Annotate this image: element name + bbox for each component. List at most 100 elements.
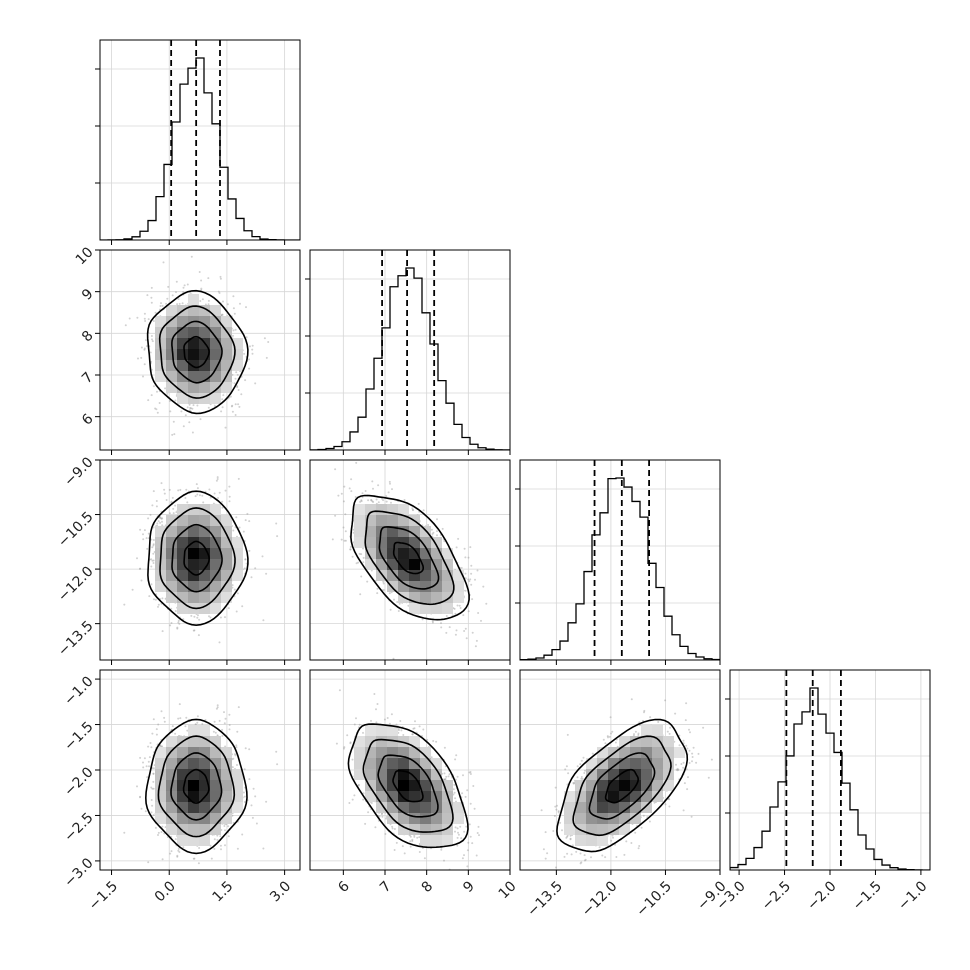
sample-point (250, 576, 253, 579)
sample-point (136, 557, 138, 560)
density-cell (398, 515, 409, 526)
histogram-step (520, 477, 720, 660)
sample-point (207, 406, 210, 409)
sample-point (176, 626, 179, 629)
sample-point (470, 572, 473, 575)
density-cell (188, 360, 199, 371)
sample-point (185, 488, 188, 491)
contour-line (171, 320, 223, 384)
density-cell (387, 537, 398, 548)
sample-point (233, 588, 236, 591)
sample-point (200, 289, 203, 292)
sample-point (193, 629, 196, 632)
sample-point (160, 517, 163, 520)
sample-point (153, 598, 155, 601)
sample-point (421, 618, 424, 621)
sample-point (193, 615, 196, 618)
sample-point (188, 409, 191, 412)
density-cell (409, 537, 420, 548)
sample-point (191, 407, 194, 410)
sample-point (229, 395, 232, 398)
panel-frame (99, 249, 301, 451)
sample-point (218, 491, 221, 494)
sample-point (173, 433, 176, 436)
sample-point (154, 407, 157, 410)
sample-point (237, 477, 240, 480)
sample-point (159, 745, 162, 748)
density-cell (199, 581, 210, 592)
density-cell (177, 581, 188, 592)
density-cell (442, 559, 453, 570)
sample-point (159, 305, 162, 307)
sample-point (142, 538, 145, 541)
density-cell (177, 515, 188, 526)
sample-point (464, 577, 467, 580)
sample-point (177, 621, 180, 624)
sample-point (445, 615, 448, 617)
sample-point (228, 485, 231, 488)
sample-point (161, 597, 164, 600)
sample-point (417, 502, 420, 505)
sample-point (231, 584, 234, 587)
y-tick-label: −13.5 (55, 618, 97, 660)
sample-point (216, 706, 219, 709)
sample-point (343, 485, 346, 488)
sample-point (440, 622, 442, 625)
sample-point (430, 528, 433, 531)
sample-point (148, 595, 151, 598)
sample-point (469, 546, 472, 549)
sample-point (436, 518, 438, 521)
sample-point (143, 317, 146, 320)
sample-point (157, 603, 160, 606)
sample-point (360, 553, 363, 556)
sample-point (221, 406, 224, 409)
density-cell (177, 327, 188, 338)
sample-point (382, 499, 385, 502)
sample-point (196, 487, 199, 490)
sample-point (441, 527, 444, 530)
sample-point (186, 501, 189, 504)
sample-point (344, 530, 347, 533)
sample-point (436, 534, 438, 537)
sample-point (170, 500, 173, 503)
density-cell (199, 349, 210, 360)
sample-point (471, 631, 474, 634)
sample-point (375, 498, 378, 501)
sample-point (154, 598, 157, 601)
sample-point (217, 497, 219, 499)
density-cell (166, 581, 177, 592)
sample-point (360, 575, 363, 578)
density-cell (431, 537, 442, 548)
sample-point (237, 403, 240, 406)
sample-point (177, 489, 180, 492)
density-cell (365, 526, 376, 537)
sample-point (344, 513, 347, 516)
density-cell (177, 592, 188, 603)
sample-point (222, 300, 224, 303)
density-cell (177, 316, 188, 327)
sample-point (166, 297, 169, 300)
sample-point (240, 393, 243, 396)
density-cell (177, 559, 188, 570)
sample-point (143, 347, 146, 350)
sample-point (470, 564, 473, 567)
sample-point (465, 637, 468, 640)
sample-point (235, 610, 238, 613)
sample-point (174, 838, 177, 841)
density-cell (232, 559, 243, 570)
sample-point (377, 501, 380, 504)
density-cell (398, 504, 409, 515)
sample-point (464, 589, 467, 592)
sample-point (150, 565, 153, 568)
sample-point (147, 517, 150, 520)
sample-point (188, 403, 191, 406)
density-cell (365, 537, 376, 548)
contour-line (183, 335, 210, 369)
sample-point (139, 567, 142, 570)
sample-point (143, 529, 146, 532)
sample-point (334, 468, 337, 471)
sample-point (192, 629, 195, 632)
sample-point (198, 494, 201, 497)
sample-point (154, 311, 157, 314)
y-tick-label: −9.0 (61, 454, 96, 489)
